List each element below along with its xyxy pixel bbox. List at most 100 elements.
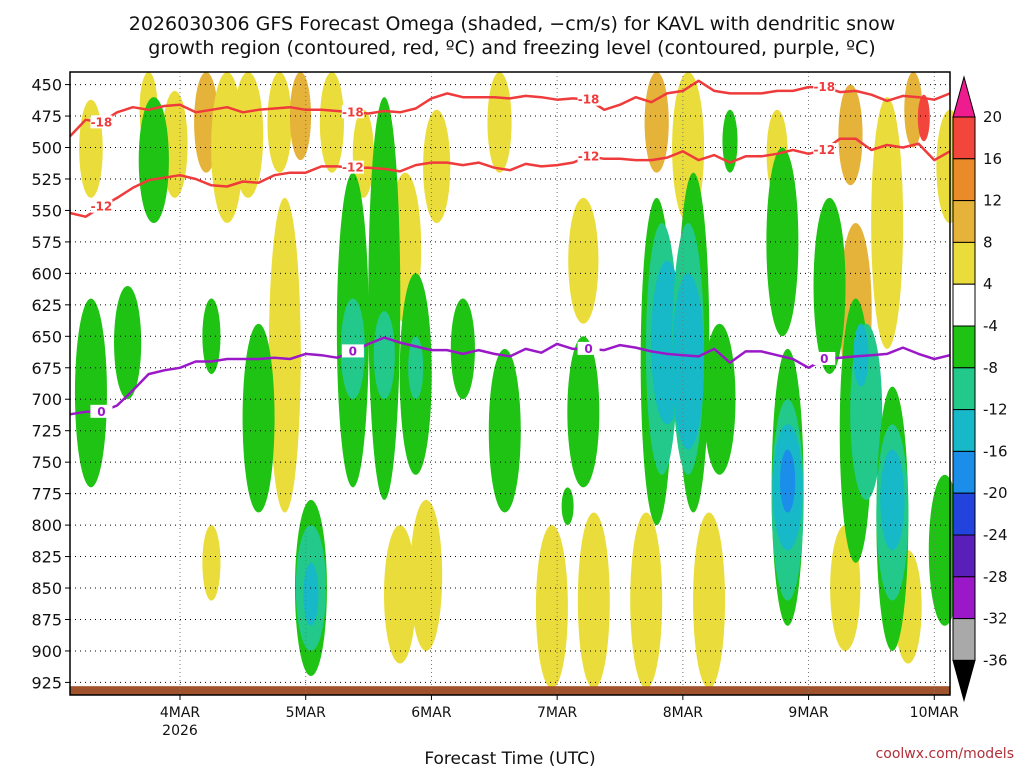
omega-region-37: [202, 298, 221, 375]
y-tick-label-11: 725: [31, 422, 62, 441]
colorbar-label-5: -4: [983, 317, 998, 335]
contour-label-bg-2-2: [577, 341, 600, 355]
omega-region-12: [487, 72, 512, 173]
omega-region-50: [567, 336, 600, 488]
contour-line-1: [69, 137, 951, 218]
grid-lines: [70, 72, 950, 695]
contour-label-1-3: -12: [813, 143, 835, 157]
y-tick-label-6: 600: [31, 264, 62, 283]
y-tick-label-3: 525: [31, 170, 62, 189]
x-axis-label: Forecast Time (UTC): [424, 749, 595, 768]
omega-region-9: [352, 109, 374, 198]
colorbar-label-13: -36: [983, 651, 1008, 669]
y-tick-label-5: 575: [31, 233, 62, 252]
omega-region-13: [568, 197, 599, 324]
y-tick-label-15: 825: [31, 548, 62, 567]
y-tick-label-10: 700: [31, 390, 62, 409]
colorbar-label-2: 12: [983, 192, 1002, 210]
omega-region-19: [871, 97, 904, 349]
colorbar-label-11: -28: [983, 568, 1008, 586]
colorbar-bottom-arrow: [952, 659, 976, 703]
y-tick-label-14: 800: [31, 516, 62, 535]
contour-label-2-2: 0: [584, 342, 592, 356]
x-tick-label-3: 7MAR: [537, 705, 578, 721]
contour-label-2-3: 0: [820, 352, 828, 366]
omega-region-44: [368, 97, 401, 500]
contour-label-bg-1-3: [813, 143, 836, 157]
y-tick-label-12: 750: [31, 453, 62, 472]
y-tick-label-13: 775: [31, 485, 62, 504]
y-tick-label-2: 500: [31, 139, 62, 158]
contour-label-0-2: -18: [578, 93, 600, 107]
y-tick-label-4: 550: [31, 201, 62, 220]
contour-label-bg-2-3: [813, 351, 836, 365]
colorbar-label-3: 8: [983, 233, 993, 251]
omega-region-63: [780, 449, 796, 513]
y-tick-label-7: 625: [31, 296, 62, 315]
contour-label-1-1: -12: [342, 161, 364, 175]
terrain-fill: [70, 686, 950, 695]
omega-region-17: [838, 84, 863, 186]
contour-label-bg-2-0: [90, 404, 113, 418]
omega-region-28: [535, 525, 568, 689]
colorbar-swatch-4: [952, 241, 976, 285]
contour-label-bg-1-1: [341, 160, 364, 174]
colorbar-swatch-3: [952, 200, 976, 243]
x-tick-label-1: 5MAR: [286, 705, 327, 721]
colorbar-swatch-9: [952, 450, 976, 494]
contour-label-2-0: 0: [97, 405, 105, 419]
omega-region-24: [268, 197, 301, 513]
omega-region-25: [202, 525, 221, 601]
omega-region-6: [267, 72, 292, 173]
contour-label-bg-0-0: [90, 115, 113, 129]
omega-region-35: [114, 285, 142, 400]
omega-region-30: [630, 512, 663, 689]
omega-region-38: [242, 323, 275, 513]
contour-label-bg-1-0: [90, 199, 113, 213]
omega-region-64: [813, 197, 846, 375]
colorbar-swatch-11: [952, 534, 976, 578]
omega-region-58: [722, 109, 738, 173]
omega-region-11: [423, 109, 451, 224]
y-tick-label-19: 925: [31, 673, 62, 692]
colorbar-swatch-10: [952, 492, 976, 536]
contour-label-2-1: 0: [349, 344, 357, 358]
colorbar-swatch-7: [952, 367, 976, 411]
colorbar-label-12: -32: [983, 610, 1008, 628]
contour-label-0-1: -18: [342, 105, 364, 119]
omega-region-49: [488, 348, 521, 513]
credit-text: coolwx.com/models: [876, 746, 1014, 762]
y-axis: 450 475 500 525 550 575 600 625 650 675 700 725 750 7…: [31, 76, 70, 692]
terrain-band: [70, 686, 950, 695]
omega-region-36: [138, 97, 169, 224]
x-tick-label-2: 6MAR: [411, 705, 452, 721]
colorbar-swatch-12: [952, 576, 976, 620]
title-line-2: growth region (contoured, red, ºC) and f…: [148, 37, 875, 59]
omega-region-70: [880, 449, 905, 551]
y-tick-label-18: 900: [31, 642, 62, 661]
colorbar-swatch-13: [952, 618, 976, 661]
x-tick-sublabel-0: 2026: [162, 723, 198, 739]
x-tick-label-0: 4MAR: [160, 705, 201, 721]
omega-region-56: [672, 273, 705, 450]
contour-label-bg-0-2: [577, 92, 600, 106]
omega-region-31: [693, 512, 726, 689]
contour-label-0-3: -18: [813, 80, 835, 94]
x-tick-label-5: 9MAR: [788, 705, 829, 721]
contour-label-bg-2-1: [341, 344, 364, 358]
contour-label-bg-0-1: [341, 105, 364, 119]
omega-region-45: [373, 311, 395, 400]
contour-label-0-0: -18: [91, 115, 113, 129]
omega-region-5: [232, 72, 264, 198]
contour-label-bg-1-2: [577, 149, 600, 163]
colorbar-swatch-8: [952, 409, 976, 452]
temperature-contours: -18 -18 -18 -18 -12 -12 -12 -12 0 0 0 0: [69, 79, 951, 419]
contour-label-1-0: -12: [91, 200, 113, 214]
omega-region-59: [766, 147, 799, 337]
omega-region-20: [904, 72, 923, 148]
colorbar-label-7: -12: [983, 401, 1008, 419]
plot-area: -18 -18 -18 -18 -12 -12 -12 -12 0 0 0 0: [69, 71, 964, 696]
omega-region-29: [577, 512, 610, 689]
colorbar-label-1: 16: [983, 150, 1002, 168]
